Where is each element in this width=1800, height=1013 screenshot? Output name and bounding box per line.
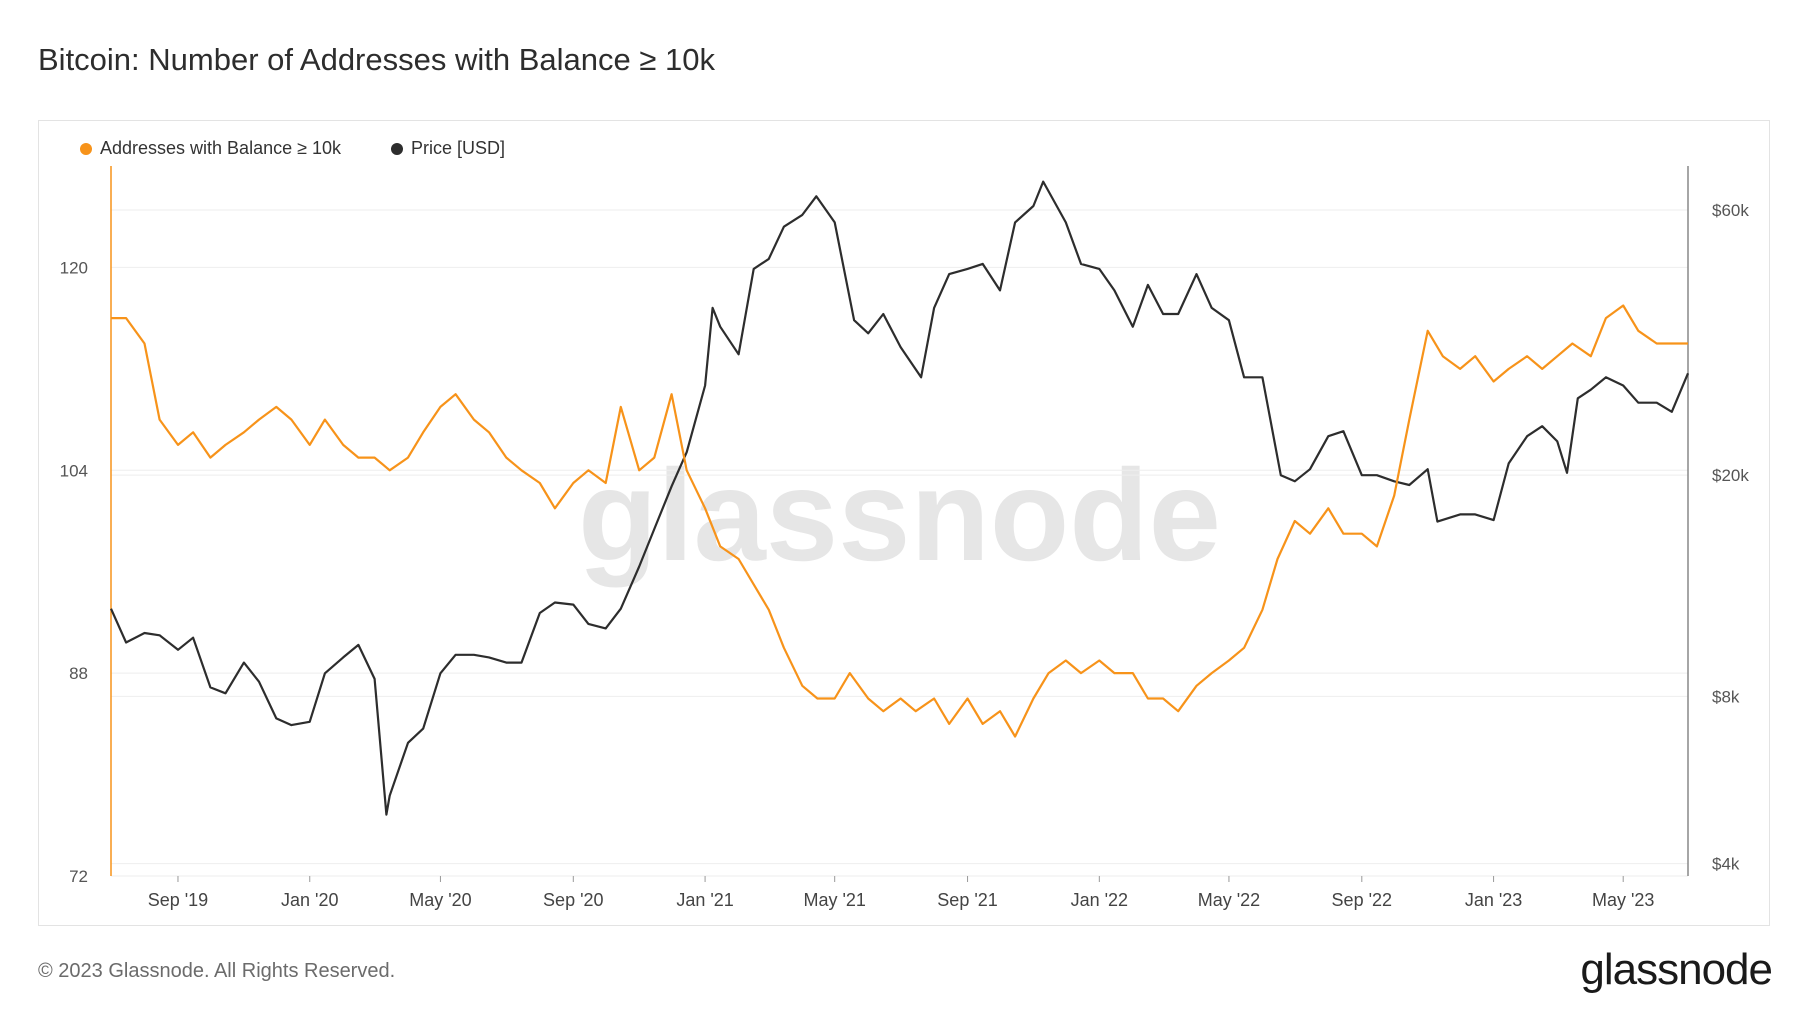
legend-label-addresses: Addresses with Balance ≥ 10k [100,138,342,158]
x-tick-label: May '21 [803,890,865,910]
legend-label-price: Price [USD] [411,138,506,158]
y-right-tick-label: $4k [1712,855,1740,874]
x-tick-label: Sep '20 [543,890,604,910]
x-tick-label: May '20 [409,890,471,910]
y-left-tick-label: 120 [60,258,88,277]
y-right-tick-label: $60k [1712,201,1749,220]
legend-item-price[interactable]: Price [USD] [391,138,505,159]
series-line-addresses [111,304,1688,738]
x-tick-label: Jan '22 [1071,890,1128,910]
x-tick-label: Sep '22 [1332,890,1393,910]
chart-title: Bitcoin: Number of Addresses with Balanc… [38,42,715,77]
x-tick-label: May '23 [1592,890,1654,910]
y-right-tick-label: $8k [1712,687,1740,706]
legend-item-addresses[interactable]: Addresses with Balance ≥ 10k [80,138,341,159]
y-left-tick-label: 72 [69,867,88,886]
x-tick-label: Jan '20 [281,890,338,910]
legend-marker-addresses [80,142,92,155]
glassnode-logo: glassnode [1580,945,1773,994]
legend-marker-price [391,142,404,155]
chart-frame [38,120,1770,926]
copyright-footer: © 2023 Glassnode. All Rights Reserved. [38,960,396,982]
series-line-price [109,180,1690,816]
x-tick-label: Jan '23 [1465,890,1522,910]
y-right-tick-label: $20k [1712,466,1749,485]
x-tick-label: May '22 [1198,890,1260,910]
x-tick-label: Jan '21 [676,890,733,910]
chart-legend: Addresses with Balance ≥ 10k Price [USD] [80,138,505,159]
y-left-tick-label: 88 [69,664,88,683]
watermark-text: glassnode [578,442,1221,588]
x-tick-label: Sep '19 [148,890,209,910]
y-left-tick-label: 104 [60,461,88,480]
x-tick-label: Sep '21 [937,890,998,910]
